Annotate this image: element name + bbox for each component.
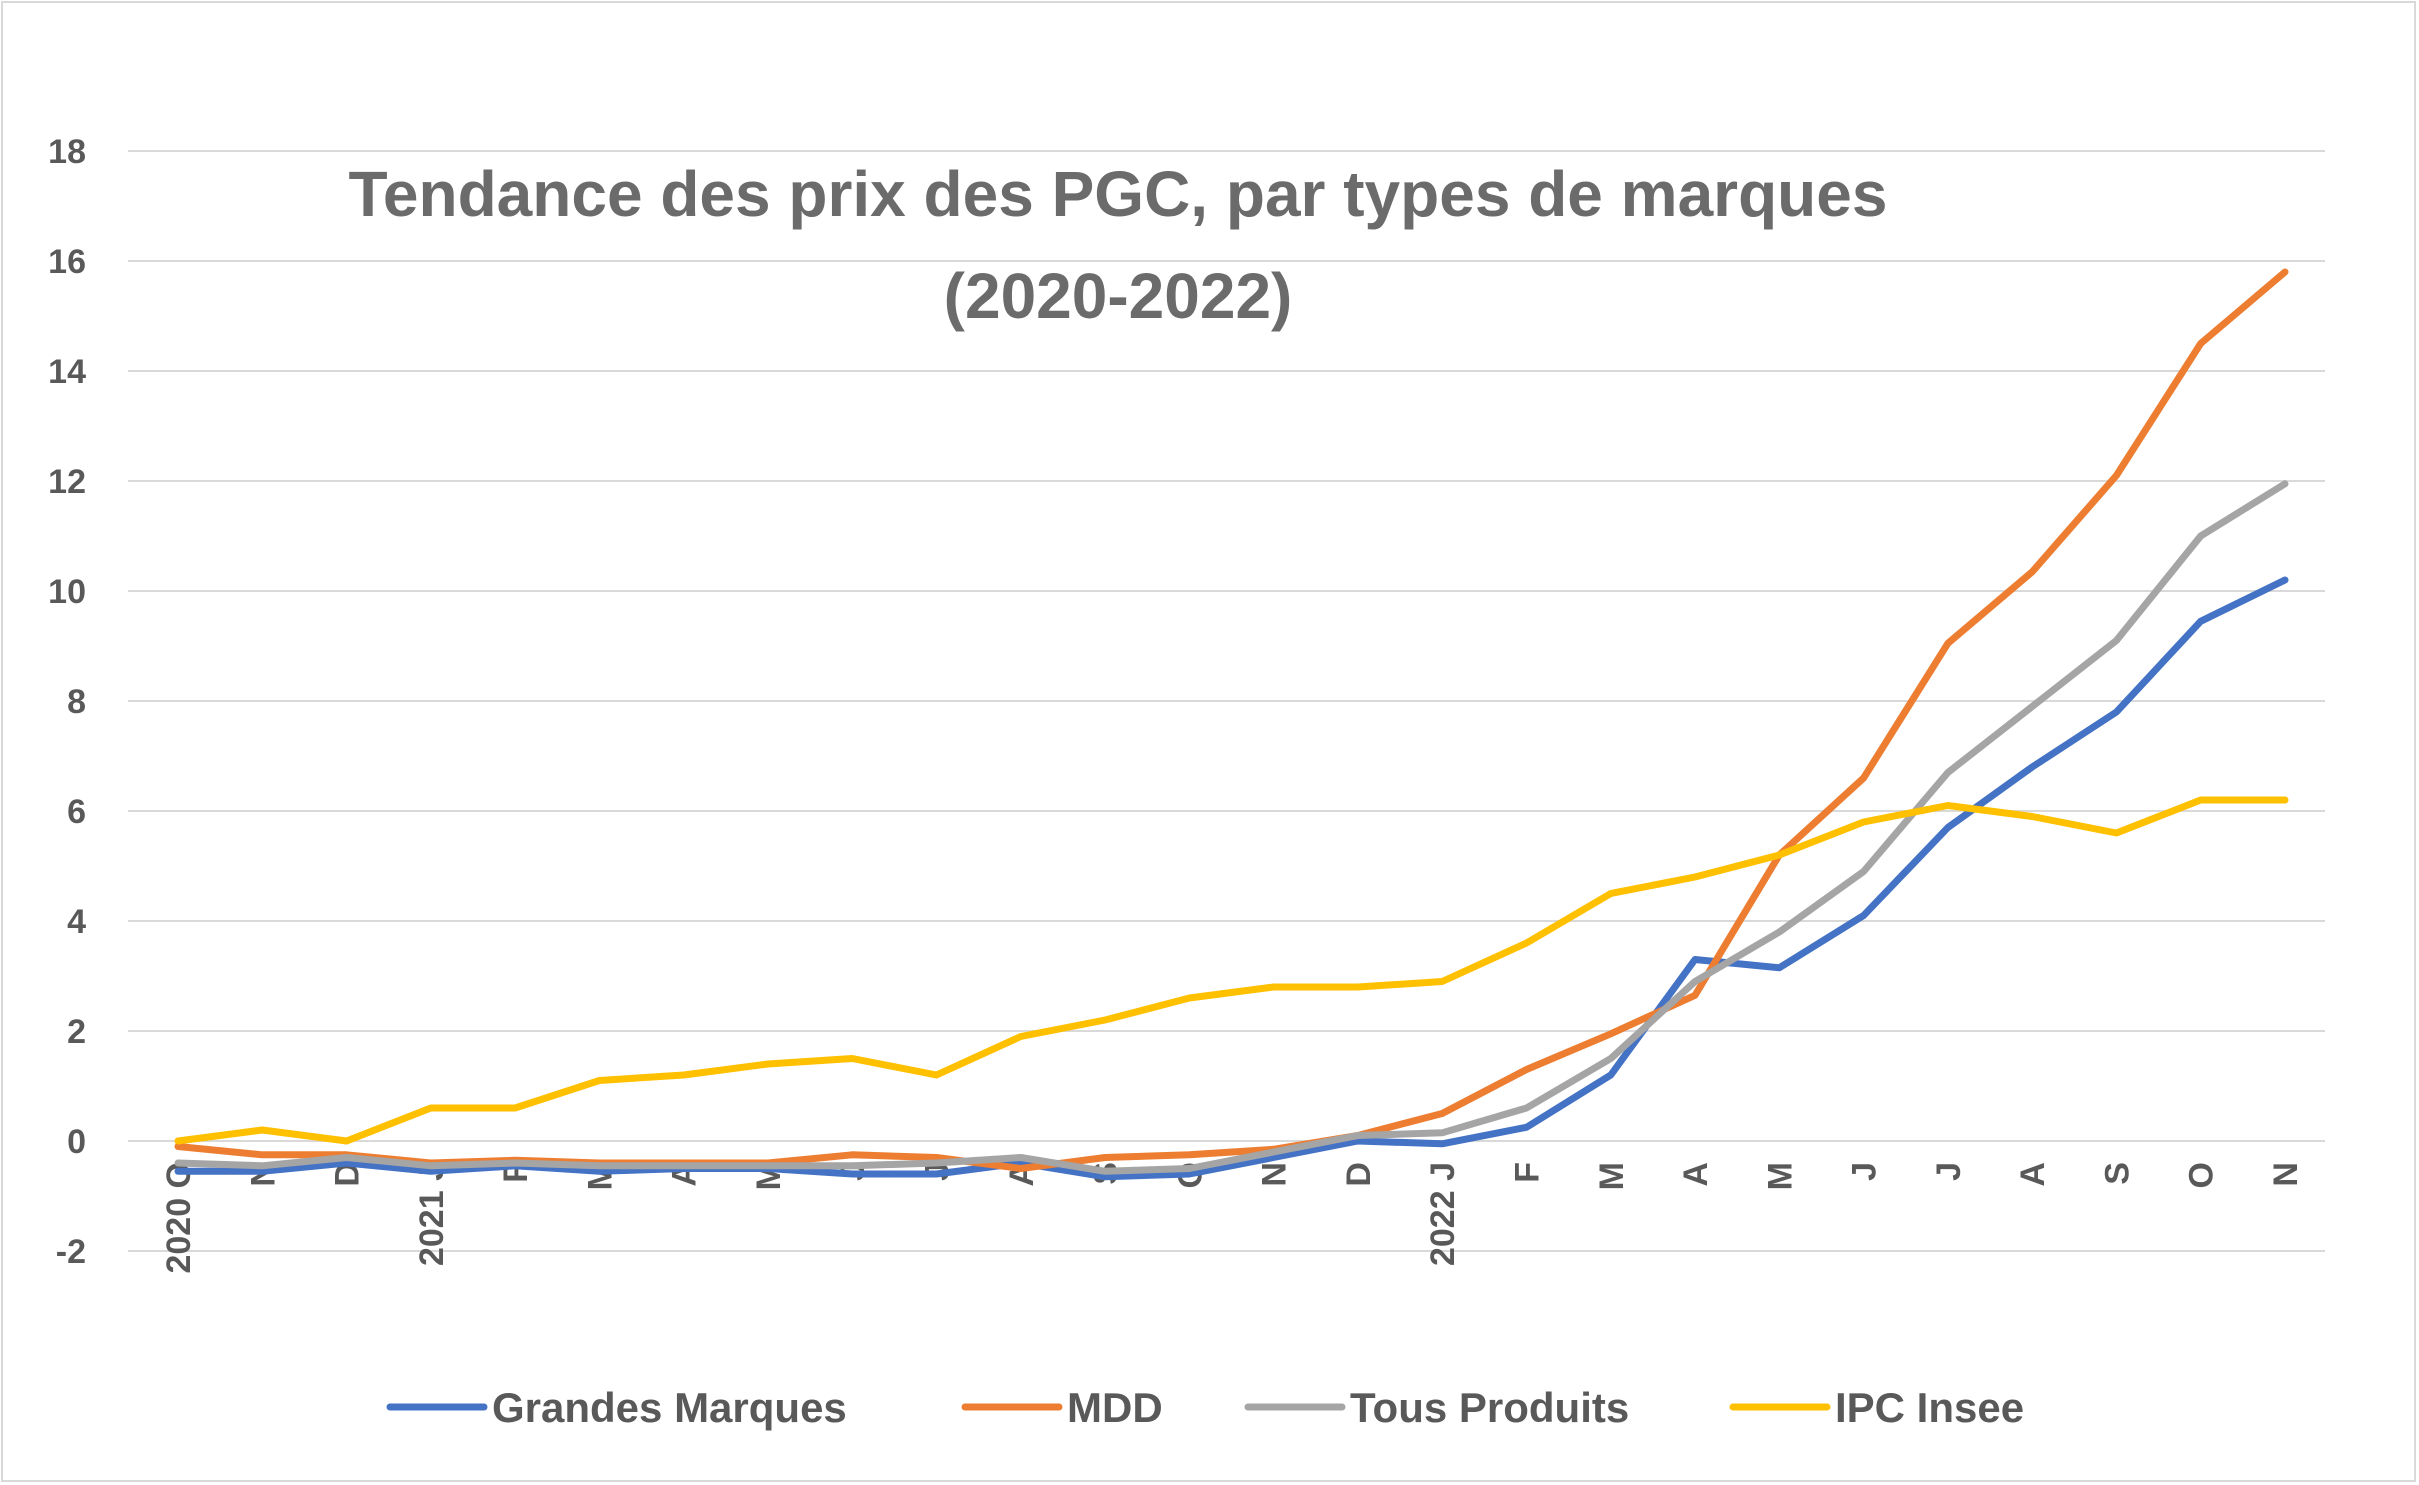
legend: Grandes Marques MDD Tous Produits IPC Insee [386,1384,2024,1431]
x-tick-label: N [1256,1162,1294,1187]
y-tick-label: 8 [67,683,86,721]
y-tick-label: 6 [67,793,86,831]
chart-title-line-2: (2020-2022) [944,260,1293,332]
y-tick-label: 18 [48,133,86,171]
x-tick-label: F [1508,1162,1546,1183]
x-tick-label: A [2014,1162,2052,1187]
legend-label: Tous Produits [1350,1384,1629,1431]
series-line-ipc-insee [174,796,2289,1145]
y-tick-label: 14 [48,353,86,391]
series-line-grandes-marques [174,576,2289,1181]
y-tick-label: 4 [67,903,86,941]
x-tick-label: 2022 J [1424,1162,1462,1266]
legend-label: Grandes Marques [492,1384,847,1431]
y-tick-label: 2 [67,1013,86,1051]
gridlines [128,150,2325,1252]
x-tick-label: J [1846,1162,1884,1181]
x-tick-label: S [2098,1162,2136,1185]
y-tick-label: 12 [48,463,86,501]
y-axis-ticks: -2 0 2 4 6 8 10 12 14 16 18 [48,133,86,1271]
series-line-tous-produits [174,480,2289,1175]
series-lines [174,268,2289,1181]
x-tick-label: D [1340,1162,1378,1187]
x-tick-label: N [2267,1162,2305,1187]
x-tick-label: M [1593,1162,1631,1190]
y-tick-label: 16 [48,243,86,281]
x-tick-label: M [1761,1162,1799,1190]
y-tick-label: 0 [67,1123,86,1161]
x-tick-label: J [1930,1162,1968,1181]
y-tick-label: -2 [56,1233,86,1271]
x-tick-label: 2020 O [160,1162,198,1274]
x-tick-label: O [2183,1162,2221,1188]
y-tick-label: 10 [48,573,86,611]
legend-label: IPC Insee [1835,1384,2024,1431]
x-tick-label: A [1677,1162,1715,1187]
x-tick-label: 2021 J [413,1162,451,1266]
chart-title-line-1: Tendance des prix des PGC, par types de … [349,158,1888,230]
legend-label: MDD [1067,1384,1163,1431]
series-line-mdd [174,268,2289,1172]
